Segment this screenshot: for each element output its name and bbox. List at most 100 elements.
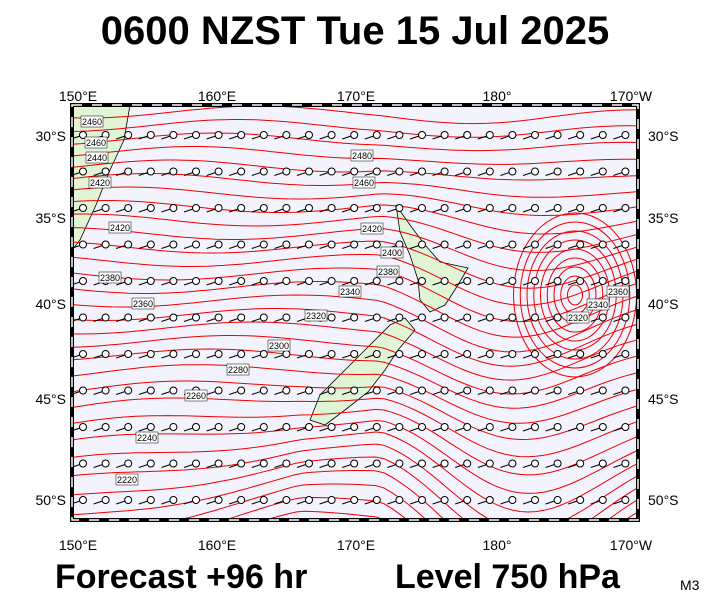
station: [576, 240, 585, 249]
top-label: 170°W: [610, 88, 653, 104]
station: [350, 240, 359, 249]
contour-label: 2220: [117, 475, 137, 485]
station: [418, 496, 426, 504]
station: [146, 131, 155, 139]
contour-line: [72, 470, 638, 520]
station: [440, 167, 449, 176]
station: [146, 350, 155, 358]
station: [372, 423, 381, 431]
contour-label-box: [115, 473, 139, 486]
station: [531, 167, 539, 176]
station: [305, 204, 313, 212]
station: [101, 167, 110, 176]
station: [192, 459, 200, 468]
station: [237, 131, 246, 139]
contour-label: 2420: [110, 223, 130, 233]
station: [124, 386, 133, 395]
station: [305, 277, 313, 285]
station: [531, 131, 539, 139]
station: [169, 240, 178, 249]
station: [237, 459, 246, 468]
station: [192, 423, 200, 431]
station: [598, 131, 607, 139]
station: [282, 167, 291, 176]
station: [124, 350, 133, 358]
station: [350, 277, 359, 285]
station: [553, 459, 562, 468]
station: [305, 496, 313, 504]
contour-label: 2460: [86, 138, 106, 148]
contour-line: [72, 132, 638, 152]
station: [305, 167, 313, 176]
contour-label-box: [304, 309, 328, 322]
contour-label: 2320: [306, 311, 326, 321]
station: [395, 496, 404, 504]
contour-line: [72, 348, 638, 409]
station: [169, 167, 178, 176]
station: [440, 423, 449, 431]
station: [621, 459, 630, 468]
station: [214, 277, 223, 285]
station: [395, 350, 404, 358]
station: [327, 131, 336, 139]
station: [259, 496, 268, 504]
station: [214, 240, 223, 249]
contour-label: 2400: [382, 248, 402, 258]
station: [79, 313, 87, 322]
station: [259, 131, 268, 139]
station: [372, 459, 381, 468]
station: [485, 240, 494, 249]
right-label: 40°S: [648, 296, 679, 312]
station: [463, 131, 472, 139]
station: [508, 496, 517, 504]
axis-labels: 150°E 160°E 170°E 180° 170°W 150°E 160°E 170°E 1…: [35, 88, 678, 553]
station: [553, 131, 562, 139]
station: [463, 496, 472, 504]
contour-line: [72, 408, 638, 476]
station: [508, 167, 517, 176]
left-label: 50°S: [35, 492, 66, 508]
top-label: 170°E: [337, 88, 375, 104]
station: [169, 350, 178, 358]
station: [282, 423, 291, 431]
station: [395, 313, 404, 322]
contour-label: 2440: [87, 153, 107, 163]
station: [327, 350, 336, 358]
contour-label-box: [226, 363, 250, 376]
contour-line: [72, 254, 638, 306]
station: [508, 240, 517, 249]
station: [508, 204, 517, 212]
station: [214, 313, 223, 322]
station: [101, 423, 110, 431]
station: [576, 386, 585, 395]
station: [350, 204, 359, 212]
contour-label-box: [98, 271, 122, 284]
contour-label: 2460: [354, 178, 374, 188]
station: [395, 131, 404, 139]
station: [395, 423, 404, 431]
station: [146, 204, 155, 212]
station: [237, 350, 246, 358]
contour-label-box: [131, 297, 155, 310]
station: [485, 131, 494, 139]
bottom-label: 170°E: [337, 537, 375, 553]
station: [576, 277, 585, 285]
model-label: M3: [680, 577, 700, 593]
station: [101, 459, 110, 468]
station: [282, 386, 291, 395]
station: [327, 313, 336, 322]
station: [79, 350, 87, 358]
station: [79, 386, 87, 395]
station: [237, 277, 246, 285]
station: [192, 204, 200, 212]
station: [485, 350, 494, 358]
low-contour: [519, 221, 631, 369]
station: [440, 459, 449, 468]
station: [124, 131, 133, 139]
station: [440, 277, 449, 285]
station: [79, 277, 87, 285]
station: [282, 277, 291, 285]
left-label: 30°S: [35, 128, 66, 144]
station: [531, 423, 539, 431]
